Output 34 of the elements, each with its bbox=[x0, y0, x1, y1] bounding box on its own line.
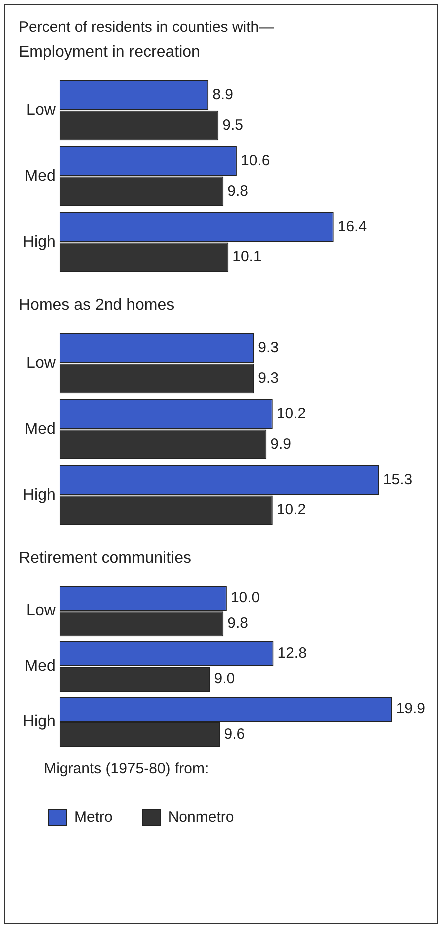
data-label: 9.3 bbox=[258, 340, 279, 357]
chart-title: Employment in recreation bbox=[19, 44, 202, 62]
data-label: 9.8 bbox=[228, 615, 248, 632]
data-label: 10.2 bbox=[276, 405, 306, 422]
data-label: 16.4 bbox=[338, 218, 368, 236]
legend-label: Nonmetro bbox=[168, 809, 234, 826]
data-label: 12.8 bbox=[278, 645, 307, 662]
chart-title: Homes as 2nd homes bbox=[19, 297, 176, 315]
y-tick-label: High bbox=[23, 234, 56, 251]
data-label: 10.1 bbox=[232, 248, 262, 266]
y-tick-label: Med bbox=[24, 658, 56, 676]
y-tick-label: High bbox=[23, 714, 56, 731]
text: Percent of residents in counties with— bbox=[19, 19, 276, 36]
data-label: 9.3 bbox=[258, 370, 279, 387]
y-tick-label: Low bbox=[26, 602, 56, 620]
data-label: 8.9 bbox=[212, 86, 234, 104]
data-label: 10.0 bbox=[230, 590, 260, 607]
data-label: 19.9 bbox=[396, 700, 426, 718]
legend-title: Migrants (1975-80) from: bbox=[44, 760, 210, 778]
y-tick-label: Med bbox=[24, 168, 56, 185]
y-tick-label: High bbox=[23, 486, 56, 504]
data-label: 9.0 bbox=[214, 670, 236, 688]
y-tick-label: Low bbox=[26, 102, 56, 119]
data-label: 9.6 bbox=[224, 726, 246, 744]
chart-title: Retirement communities bbox=[19, 550, 192, 568]
data-label: 10.6 bbox=[240, 152, 270, 170]
y-tick-label: Med bbox=[24, 420, 56, 438]
y-tick-label: Low bbox=[26, 354, 56, 372]
legend-label: Metro bbox=[74, 809, 113, 826]
data-label: 9.5 bbox=[222, 116, 244, 134]
data-label: 9.9 bbox=[270, 436, 292, 453]
data-label: 9.8 bbox=[228, 182, 248, 200]
data-label: 10.2 bbox=[276, 502, 306, 519]
data-label: 15.3 bbox=[383, 471, 413, 488]
